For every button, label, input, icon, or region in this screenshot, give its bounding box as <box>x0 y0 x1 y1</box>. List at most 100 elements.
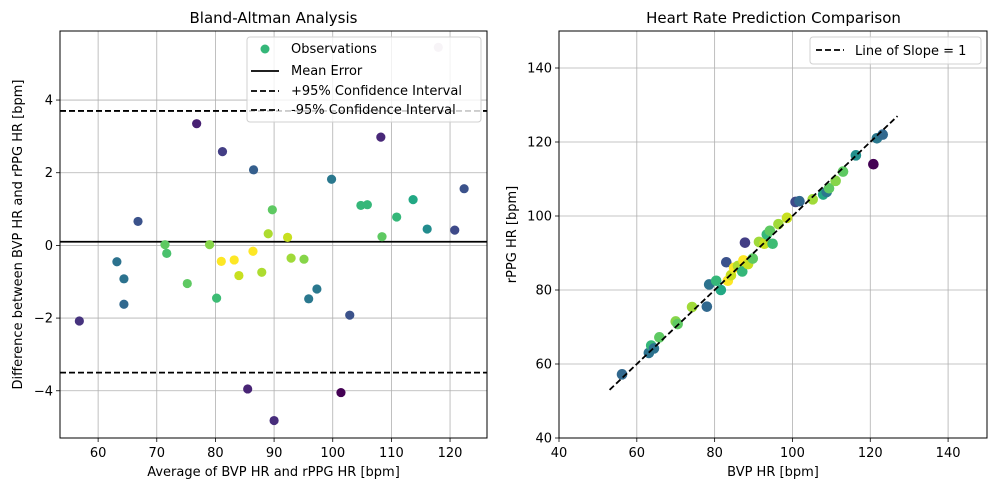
data-point <box>450 225 460 235</box>
data-point <box>376 132 386 142</box>
bland-altman-y-ticks: −4 −2 0 2 4 <box>34 94 60 399</box>
data-point <box>217 147 228 157</box>
legend-observations-label: Observations <box>291 42 377 57</box>
data-point <box>312 284 322 294</box>
data-point <box>830 175 841 187</box>
data-point <box>248 246 258 256</box>
data-point <box>868 158 879 170</box>
data-point <box>459 184 469 194</box>
bland-altman-frame <box>59 30 488 439</box>
data-point <box>747 253 759 264</box>
data-point <box>422 224 432 234</box>
data-point <box>654 332 665 343</box>
x-tick-label: 120 <box>858 446 883 461</box>
data-point <box>212 293 222 303</box>
data-point <box>807 194 818 205</box>
data-point <box>119 274 129 284</box>
x-tick-label: 70 <box>149 446 166 461</box>
data-point <box>794 195 805 207</box>
legend-identity-label: Line of Slope = 1 <box>855 44 966 59</box>
data-point <box>234 270 244 281</box>
data-point <box>781 212 793 224</box>
data-point <box>216 256 226 266</box>
data-point <box>162 248 172 258</box>
x-tick-label: 90 <box>266 446 283 461</box>
data-point <box>160 240 170 250</box>
data-point <box>736 266 748 277</box>
legend-mean-label: Mean Error <box>291 64 363 79</box>
data-point <box>715 284 727 296</box>
data-point <box>269 415 279 426</box>
bland-altman-legend-box <box>246 36 482 123</box>
legend-observations-marker <box>260 44 270 54</box>
y-tick-label: 0 <box>45 239 53 254</box>
data-point <box>204 240 215 250</box>
data-point <box>701 301 713 312</box>
data-point <box>257 267 267 277</box>
y-tick-label: 60 <box>535 358 552 373</box>
data-point <box>721 256 732 268</box>
data-point <box>616 369 628 380</box>
data-point <box>408 195 418 205</box>
x-tick-label: 110 <box>379 446 404 461</box>
bland-altman-x-label: Average of BVP HR and rPPG HR [bpm] <box>147 465 400 480</box>
data-point <box>182 278 192 289</box>
x-tick-label: 80 <box>207 446 224 461</box>
bland-altman-title: Bland-Altman Analysis <box>190 9 358 27</box>
x-tick-label: 40 <box>551 446 568 461</box>
data-point <box>767 238 778 250</box>
y-tick-label: 2 <box>45 166 53 181</box>
legend-upper-ci-label: +95% Confidence Interval <box>291 84 462 99</box>
data-point <box>299 254 309 264</box>
data-point <box>773 218 784 230</box>
hr-y-label: rPPG HR [bpm] <box>505 186 520 283</box>
x-tick-label: 140 <box>936 446 961 461</box>
data-point <box>263 229 273 239</box>
data-point <box>377 232 387 242</box>
data-point <box>267 205 277 215</box>
data-point <box>248 165 259 175</box>
y-tick-label: 140 <box>527 62 552 77</box>
x-tick-label: 80 <box>706 446 723 461</box>
data-point <box>282 232 293 243</box>
y-tick-label: 120 <box>527 136 552 151</box>
data-point <box>119 299 129 309</box>
data-point <box>345 310 355 320</box>
data-point <box>764 225 776 237</box>
bland-altman-reference-lines <box>60 110 487 374</box>
data-point <box>686 301 698 313</box>
bland-altman-chart: Bland-Altman Analysis 60 70 80 90 100 110 120 … <box>11 9 488 480</box>
data-point <box>112 257 122 267</box>
data-point <box>710 275 722 287</box>
x-tick-label: 60 <box>629 446 646 461</box>
legend-lower-ci-label: -95% Confidence Interval <box>291 103 456 118</box>
hr-comparison-chart: Heart Rate Prediction Comparison 40 60 80 1… <box>505 9 988 480</box>
y-tick-label: 4 <box>45 94 53 109</box>
hr-comparison-points <box>616 129 889 380</box>
x-tick-label: 120 <box>438 446 463 461</box>
y-tick-label: 100 <box>527 210 552 225</box>
data-point <box>739 237 751 248</box>
hr-comparison-frame <box>558 30 988 439</box>
data-point <box>229 255 239 265</box>
data-point <box>192 119 202 129</box>
y-tick-label: −4 <box>34 384 53 399</box>
x-tick-label: 100 <box>780 446 805 461</box>
y-tick-label: −2 <box>34 312 53 327</box>
hr-legend: Line of Slope = 1 <box>809 36 982 65</box>
bland-altman-y-label: Difference between BVP HR and rPPG HR [b… <box>11 80 26 390</box>
bland-altman-x-ticks: 60 70 80 90 100 110 120 <box>90 438 463 461</box>
data-point <box>823 182 835 194</box>
y-tick-label: 80 <box>535 284 552 299</box>
data-point <box>133 216 143 227</box>
identity-line <box>608 115 899 391</box>
data-point <box>362 200 372 210</box>
data-point <box>243 384 253 394</box>
hr-legend-box <box>809 36 982 65</box>
x-tick-label: 100 <box>320 446 345 461</box>
hr-comparison-title: Heart Rate Prediction Comparison <box>646 9 901 27</box>
data-point <box>336 387 346 398</box>
hr-x-ticks: 40 60 80 100 120 140 <box>551 438 961 461</box>
y-tick-label: 40 <box>535 432 552 447</box>
